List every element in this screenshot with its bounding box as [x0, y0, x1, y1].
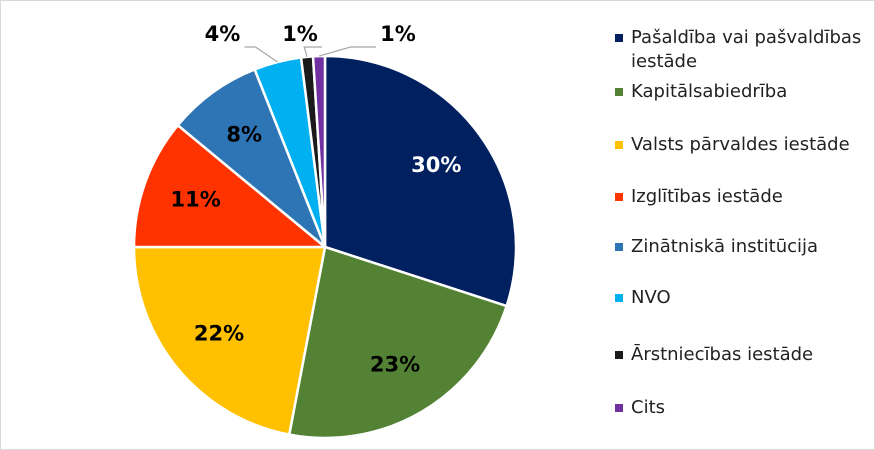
- legend-label: Pašaldība vai pašvaldības iestāde: [631, 27, 862, 72]
- legend-swatch: [615, 141, 623, 149]
- legend-item: NVO: [615, 286, 865, 310]
- pie-slice: [323, 54, 518, 308]
- pie-slice: [176, 67, 327, 248]
- data-label: 4%: [205, 22, 241, 46]
- legend-swatch: [615, 243, 623, 251]
- legend-swatch: [615, 294, 623, 302]
- legend-swatch: [615, 351, 623, 359]
- pie-slice: [132, 123, 329, 249]
- pie-slice: [132, 245, 327, 437]
- leader-line: [303, 46, 323, 58]
- data-label: 22%: [194, 322, 244, 346]
- data-label: 8%: [226, 123, 262, 147]
- legend-label: Ārstniecības iestāde: [631, 344, 814, 365]
- legend-swatch: [615, 88, 623, 96]
- legend-label: Zinātniskā institūcija: [631, 236, 819, 257]
- legend-item: Cits: [615, 396, 865, 420]
- legend-label: Valsts pārvaldes iestāde: [631, 134, 850, 155]
- leader-line: [244, 46, 278, 63]
- legend-item: Pašaldība vai pašvaldības iestāde: [615, 26, 865, 74]
- legend-label: Izglītības iestāde: [631, 186, 783, 207]
- pie-slice: [287, 245, 509, 440]
- data-label: 11%: [170, 187, 220, 211]
- legend-item: Valsts pārvaldes iestāde: [615, 133, 865, 157]
- legend-item: Izglītības iestāde: [615, 185, 865, 209]
- data-label: 1%: [380, 22, 416, 46]
- legend-label: Cits: [631, 397, 666, 418]
- legend-swatch: [615, 193, 623, 201]
- legend-label: Kapitālsabiedrība: [631, 81, 788, 102]
- legend-swatch: [615, 34, 623, 42]
- data-label: 1%: [282, 22, 318, 46]
- data-label: 30%: [411, 153, 461, 177]
- legend-item: Ārstniecības iestāde: [615, 343, 865, 367]
- legend-item: Kapitālsabiedrība: [615, 80, 865, 104]
- data-label: 23%: [370, 352, 420, 376]
- legend-item: Zinātniskā institūcija: [615, 235, 865, 259]
- leader-line: [318, 46, 377, 57]
- pie-slice: [311, 54, 327, 248]
- legend-swatch: [615, 404, 623, 412]
- legend-label: NVO: [631, 287, 671, 308]
